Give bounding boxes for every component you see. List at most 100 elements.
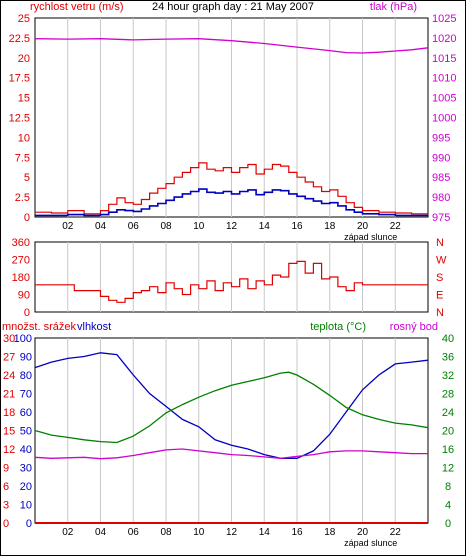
x-tick-label-16: 16 bbox=[291, 221, 303, 232]
pressure-tick-label: 1015 bbox=[432, 53, 456, 65]
pressure-tick-label: 985 bbox=[432, 172, 450, 184]
x-tick-label-22: 22 bbox=[390, 221, 402, 232]
humidity-temperature-panel: 0369121518212427300102030405060708090100… bbox=[3, 333, 454, 548]
wind-tick-label: 5 bbox=[24, 172, 30, 184]
pressure-tick-label: 1010 bbox=[432, 73, 456, 85]
rain-tick-label: 24 bbox=[3, 370, 15, 382]
compass-tick-label: N bbox=[436, 307, 444, 319]
x-tick-label-20: 20 bbox=[357, 527, 369, 538]
series-direction bbox=[35, 260, 428, 303]
page-title: 24 hour graph day : 21 May 2007 bbox=[152, 1, 314, 13]
wind-speed-axis-label: rychlost vetru (m/s) bbox=[30, 1, 124, 13]
temperature-tick-label: 24 bbox=[442, 407, 454, 419]
x-tick-label-14: 14 bbox=[259, 221, 271, 232]
x-tick-label-16: 16 bbox=[291, 527, 303, 538]
x-tick-label-06: 06 bbox=[128, 221, 140, 232]
x-tick-label-02: 02 bbox=[62, 221, 74, 232]
humidity-tick-label: 0 bbox=[26, 518, 32, 530]
dewpoint-axis-label: rosný bod bbox=[390, 321, 438, 333]
x-tick-label-20: 20 bbox=[357, 221, 369, 232]
rain-tick-label: 0 bbox=[3, 518, 9, 530]
sunset-label: západ slunce bbox=[344, 538, 397, 548]
direction-tick-label: 360 bbox=[12, 237, 30, 249]
x-tick-label-10: 10 bbox=[193, 221, 205, 232]
wind-tick-label: 25 bbox=[18, 13, 30, 25]
humidity-tick-label: 90 bbox=[20, 352, 32, 364]
humidity-tick-label: 50 bbox=[20, 426, 32, 438]
wind-tick-label: 17.5 bbox=[9, 73, 30, 85]
temperature-tick-label: 32 bbox=[442, 370, 454, 382]
series-temperature bbox=[34, 371, 429, 444]
pressure-tick-label: 1025 bbox=[432, 13, 456, 25]
humidity-tick-label: 20 bbox=[20, 481, 32, 493]
temperature-tick-label: 20 bbox=[442, 426, 454, 438]
x-tick-label-12: 12 bbox=[226, 527, 238, 538]
humidity-tick-label: 40 bbox=[20, 444, 32, 456]
humidity-tick-label: 30 bbox=[20, 463, 32, 475]
series-pressure bbox=[34, 38, 429, 54]
pressure-tick-label: 990 bbox=[432, 152, 450, 164]
pressure-tick-label: 1020 bbox=[432, 33, 456, 45]
x-tick-label-14: 14 bbox=[259, 527, 271, 538]
series-dewpoint bbox=[34, 448, 428, 460]
wind-tick-label: 22.5 bbox=[9, 33, 30, 45]
rain-tick-label: 3 bbox=[3, 500, 9, 512]
compass-tick-label: N bbox=[436, 237, 444, 249]
rain-tick-label: 21 bbox=[3, 389, 15, 401]
rain-tick-label: 15 bbox=[3, 426, 15, 438]
direction-tick-label: 90 bbox=[18, 290, 30, 302]
rain-tick-label: 27 bbox=[3, 352, 15, 364]
temperature-tick-label: 36 bbox=[442, 352, 454, 364]
temperature-axis-label: teplota (°C) bbox=[310, 321, 366, 333]
humidity-tick-label: 10 bbox=[20, 500, 32, 512]
wind-tick-label: 20 bbox=[18, 53, 30, 65]
rain-tick-label: 30 bbox=[3, 333, 15, 345]
humidity-tick-label: 70 bbox=[20, 389, 32, 401]
x-tick-label-08: 08 bbox=[160, 221, 172, 232]
compass-tick-label: S bbox=[436, 272, 443, 284]
wind-tick-label: 10 bbox=[18, 132, 30, 144]
wind-pressure-panel: 0 2.5 5 7.5 10 12.5 15 17.5 20 22.5 25 975 980 985 990… bbox=[9, 13, 457, 242]
rain-axis-label: množst. srážek bbox=[2, 321, 76, 333]
humidity-tick-label: 60 bbox=[20, 407, 32, 419]
wind-tick-label: 2.5 bbox=[15, 192, 30, 204]
wind-tick-label: 12.5 bbox=[9, 113, 30, 125]
sunset-label: západ slunce bbox=[344, 232, 397, 242]
x-tick-label-18: 18 bbox=[324, 221, 336, 232]
temperature-tick-label: 12 bbox=[442, 463, 454, 475]
pressure-axis-label: tlak (hPa) bbox=[370, 1, 417, 13]
pressure-tick-label: 980 bbox=[432, 192, 450, 204]
temperature-tick-label: 4 bbox=[445, 500, 451, 512]
series-gust bbox=[35, 162, 428, 215]
pressure-tick-label: 1000 bbox=[432, 113, 456, 125]
rain-tick-label: 18 bbox=[3, 407, 15, 419]
x-tick-label-10: 10 bbox=[193, 527, 205, 538]
rain-tick-label: 9 bbox=[3, 463, 9, 475]
x-tick-label-22: 22 bbox=[390, 527, 402, 538]
x-tick-label-02: 02 bbox=[62, 527, 74, 538]
x-tick-label-18: 18 bbox=[324, 527, 336, 538]
temperature-tick-label: 16 bbox=[442, 444, 454, 456]
pressure-tick-label: 1005 bbox=[432, 93, 456, 105]
compass-tick-label: E bbox=[436, 290, 443, 302]
direction-tick-label: 0 bbox=[24, 307, 30, 319]
direction-tick-label: 180 bbox=[12, 272, 30, 284]
series-avg_wind bbox=[35, 188, 428, 217]
humidity-tick-label: 80 bbox=[20, 370, 32, 382]
temperature-tick-label: 40 bbox=[442, 333, 454, 345]
temperature-tick-label: 28 bbox=[442, 389, 454, 401]
x-tick-label-04: 04 bbox=[95, 527, 107, 538]
x-tick-label-04: 04 bbox=[95, 221, 107, 232]
rain-tick-label: 12 bbox=[3, 444, 15, 456]
humidity-axis-label: vlhkost bbox=[77, 321, 111, 333]
x-tick-label-08: 08 bbox=[160, 527, 172, 538]
temperature-tick-label: 0 bbox=[445, 518, 451, 530]
compass-tick-label: W bbox=[436, 255, 447, 267]
x-tick-label-06: 06 bbox=[128, 527, 140, 538]
pressure-tick-label: 995 bbox=[432, 132, 450, 144]
rain-tick-label: 6 bbox=[3, 481, 9, 493]
series-humidity bbox=[34, 352, 429, 459]
wind-tick-label: 0 bbox=[24, 212, 30, 224]
